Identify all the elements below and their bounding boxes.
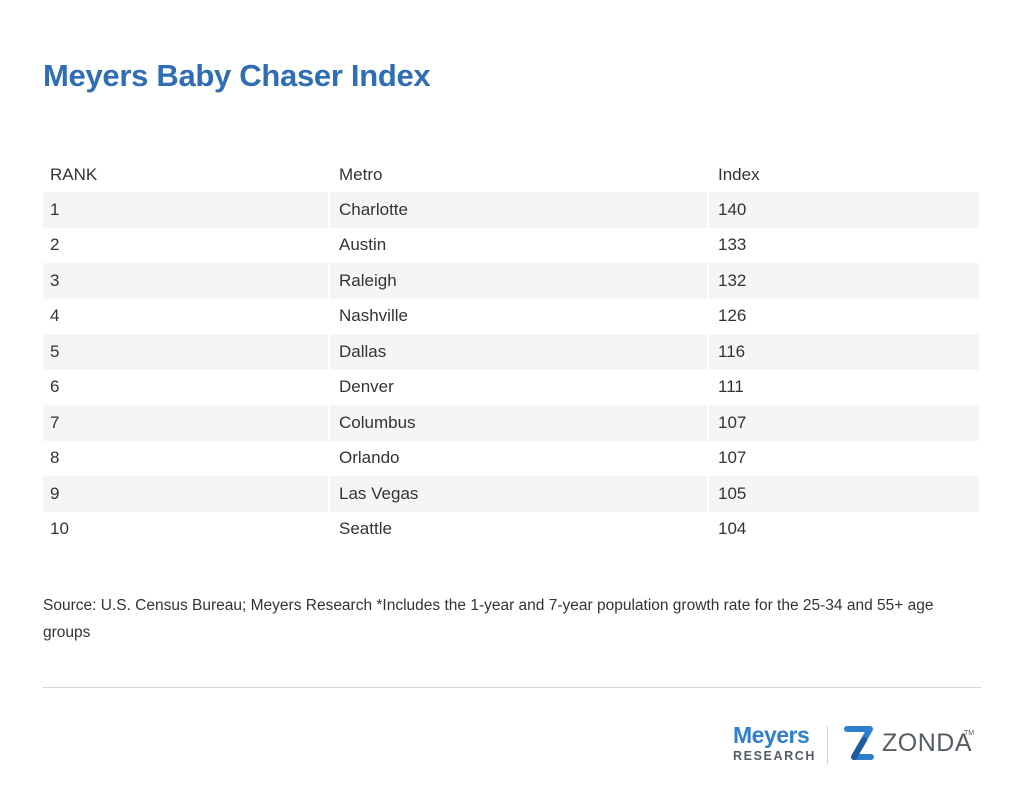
table-row: 1 Charlotte 140: [43, 192, 979, 228]
rank-cell: 3: [43, 263, 328, 299]
table-row: 8 Orlando 107: [43, 441, 979, 477]
rank-cell: 4: [50, 306, 60, 326]
meyers-logo-subtitle: RESEARCH: [733, 749, 816, 763]
zonda-trademark: TM: [964, 730, 975, 737]
table-row: 2 Austin 133: [43, 228, 979, 264]
table-row: 3 Raleigh 132: [43, 263, 979, 299]
rank-cell: 8: [50, 448, 60, 468]
source-note: Source: U.S. Census Bureau; Meyers Resea…: [43, 597, 934, 641]
index-cell: 104: [718, 519, 747, 539]
metro-cell: Nashville: [339, 306, 408, 326]
rank-cell: 6: [50, 377, 60, 397]
rank-cell: 9: [43, 476, 328, 512]
metro-cell: Seattle: [339, 519, 392, 539]
index-cell: 133: [718, 235, 747, 255]
metro-cell: Charlotte: [330, 192, 707, 228]
table-row: 9 Las Vegas 105: [43, 476, 979, 512]
footer-divider: [43, 687, 981, 688]
metro-cell: Raleigh: [330, 263, 707, 299]
footer-logos: Meyers RESEARCH ZONDA TM: [733, 722, 983, 767]
index-cell: 140: [709, 192, 979, 228]
index-cell: 105: [709, 476, 979, 512]
metro-cell: Las Vegas: [330, 476, 707, 512]
column-header-index: Index: [718, 164, 760, 184]
table-row: 7 Columbus 107: [43, 405, 979, 441]
zonda-logo-word: ZONDA: [882, 729, 972, 757]
rank-cell: 5: [43, 334, 328, 370]
metro-cell: Columbus: [330, 405, 707, 441]
column-header-metro: Metro: [339, 164, 383, 184]
index-cell: 107: [709, 405, 979, 441]
table-header-row: RANK Metro Index: [43, 157, 979, 192]
table-row: 10 Seattle 104: [43, 512, 979, 548]
table-row: 6 Denver 111: [43, 370, 979, 406]
meyers-logo-name: Meyers: [733, 722, 810, 748]
page-title: Meyers Baby Chaser Index: [43, 58, 431, 93]
rank-table: RANK Metro Index 1 Charlotte 140 2 Austin 133…: [43, 157, 979, 547]
meyers-research-logo: Meyers RESEARCH: [733, 722, 816, 763]
table-body: 1 Charlotte 140 2 Austin 133 3 Raleigh 132 4 Nashv…: [43, 192, 979, 547]
index-cell: 116: [709, 334, 979, 370]
index-cell: 132: [709, 263, 979, 299]
metro-cell: Dallas: [330, 334, 707, 370]
rank-cell: 7: [43, 405, 328, 441]
metro-cell: Denver: [339, 377, 394, 397]
zonda-z-icon: [844, 726, 874, 760]
column-header-rank: RANK: [50, 164, 98, 184]
index-cell: 107: [718, 448, 747, 468]
metro-cell: Austin: [339, 235, 387, 255]
index-cell: 111: [718, 377, 744, 397]
table-row: 5 Dallas 116: [43, 334, 979, 370]
rank-cell: 1: [43, 192, 328, 228]
rank-cell: 2: [50, 235, 60, 255]
logo-divider: [827, 726, 828, 764]
metro-cell: Orlando: [339, 448, 400, 468]
index-cell: 126: [718, 306, 747, 326]
table-row: 4 Nashville 126: [43, 299, 979, 335]
rank-cell: 10: [50, 519, 69, 539]
